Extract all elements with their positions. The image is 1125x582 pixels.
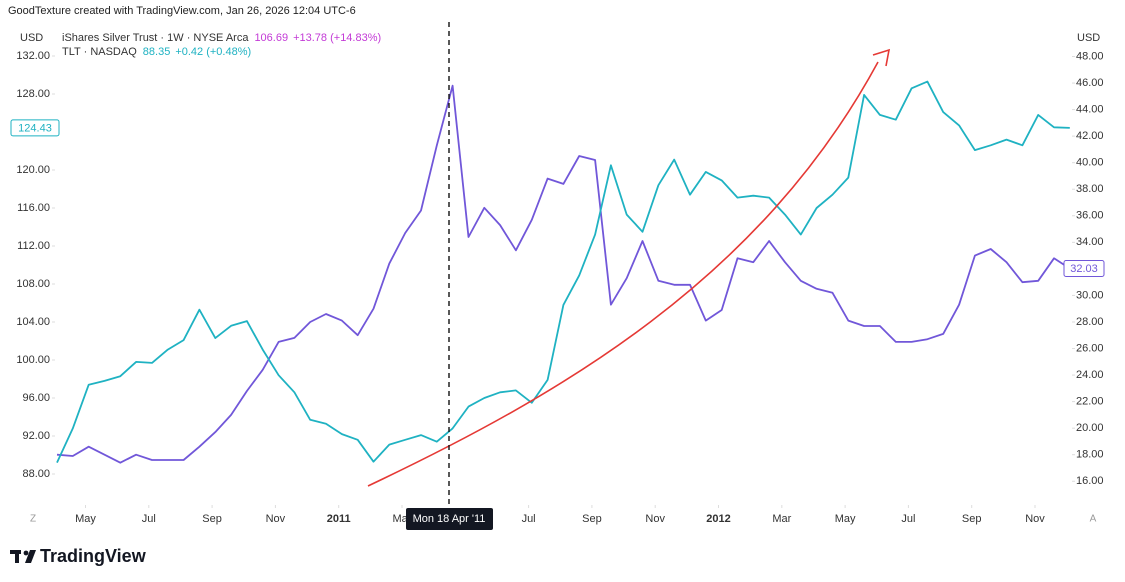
y-tick-label: 128.00 xyxy=(16,88,50,100)
legend-name: iShares Silver Trust · 1W · NYSE Arca xyxy=(62,32,249,44)
legend-change: +13.78 (+14.83%) xyxy=(293,32,381,44)
axis-button[interactable]: A xyxy=(1090,514,1097,525)
y2-tick-label: 26.00 xyxy=(1076,342,1104,354)
y2-tick-label: 46.00 xyxy=(1076,77,1104,89)
legend-quote: 106.69 xyxy=(254,32,288,44)
x-tick-label: Nov xyxy=(1025,513,1045,525)
x-tick-label: Jul xyxy=(142,513,156,525)
y-tick-label: 88.00 xyxy=(22,468,50,480)
header: GoodTexture created with TradingView.com… xyxy=(8,5,356,17)
y2-tick-label: 36.00 xyxy=(1076,210,1104,222)
last-value-label: 124.43 xyxy=(18,122,52,134)
y2-tick-label: 16.00 xyxy=(1076,475,1104,487)
x-tick-label: May xyxy=(75,513,96,525)
x-axis: May Jul Sep Nov 2011 Mar Jul Sep Nov 2012 Mar May Ju… xyxy=(75,505,1045,525)
y-tick-label: 132.00 xyxy=(16,50,50,62)
x-tick-label: Nov xyxy=(645,513,665,525)
y-tick-label: 100.00 xyxy=(16,354,50,366)
y2-tick-label: 28.00 xyxy=(1076,316,1104,328)
logo-shape xyxy=(15,550,19,563)
brand: TradingView xyxy=(40,546,147,566)
y2-tick-label: 20.00 xyxy=(1076,422,1104,434)
y2-tick-label: 34.00 xyxy=(1076,236,1104,248)
x-tick-label: Jul xyxy=(901,513,915,525)
y2-tick-label: 48.00 xyxy=(1076,50,1104,62)
crosshair-label-box xyxy=(406,508,493,530)
x-tick-label: Sep xyxy=(202,513,222,525)
y2-tick-label: 40.00 xyxy=(1076,157,1104,169)
x-tick-label: Jul xyxy=(522,513,536,525)
x-tick-label: Sep xyxy=(582,513,602,525)
y-tick-label: 112.00 xyxy=(17,240,50,252)
y-tick-label: 96.00 xyxy=(22,392,50,404)
x-tick-label: May xyxy=(835,513,856,525)
y2-unit: USD xyxy=(1077,32,1100,44)
y-unit: USD xyxy=(20,32,43,44)
x-tick-label: 2011 xyxy=(327,513,351,525)
x-tick-label: 2012 xyxy=(706,513,730,525)
plot xyxy=(56,80,1071,464)
y2-tick-label: 30.00 xyxy=(1076,289,1104,301)
axis-button[interactable]: Z xyxy=(30,514,36,525)
series-line xyxy=(56,80,1070,463)
y2-tick-label: 18.00 xyxy=(1076,449,1104,461)
y-tick-label: 120.00 xyxy=(16,164,50,176)
y2-tick-label: 42.00 xyxy=(1076,130,1104,142)
crosshair-label: Mon 18 Apr '11 xyxy=(413,513,486,525)
legend-quote: 88.35 xyxy=(143,46,171,58)
y-tick-label: 92.00 xyxy=(22,430,50,442)
annotation-arrow xyxy=(367,61,879,487)
series-line xyxy=(56,84,1071,464)
x-tick-label: Mar xyxy=(772,513,791,525)
legend-name: TLT · NASDAQ xyxy=(62,46,137,58)
last-value-badge xyxy=(10,119,60,137)
x-tick-label: Nov xyxy=(266,513,286,525)
y2-tick-label: 24.00 xyxy=(1076,369,1104,381)
logo xyxy=(10,550,36,563)
y-tick-label: 104.00 xyxy=(16,316,50,328)
y-tick-label: 116.00 xyxy=(17,202,50,214)
last-value-badge xyxy=(1063,259,1105,277)
y2-tick-label: 22.00 xyxy=(1076,396,1104,408)
logo-shape xyxy=(25,550,36,563)
y-tick-label: 108.00 xyxy=(16,278,50,290)
y2-tick-label: 38.00 xyxy=(1076,183,1104,195)
x-tick-label: Sep xyxy=(962,513,982,525)
logo-shape xyxy=(23,550,29,556)
arrow-head xyxy=(872,48,891,67)
last-value-label: 32.03 xyxy=(1070,263,1098,275)
legend-change: +0.42 (+0.48%) xyxy=(175,46,251,58)
y2-tick-label: 44.00 xyxy=(1076,103,1104,115)
